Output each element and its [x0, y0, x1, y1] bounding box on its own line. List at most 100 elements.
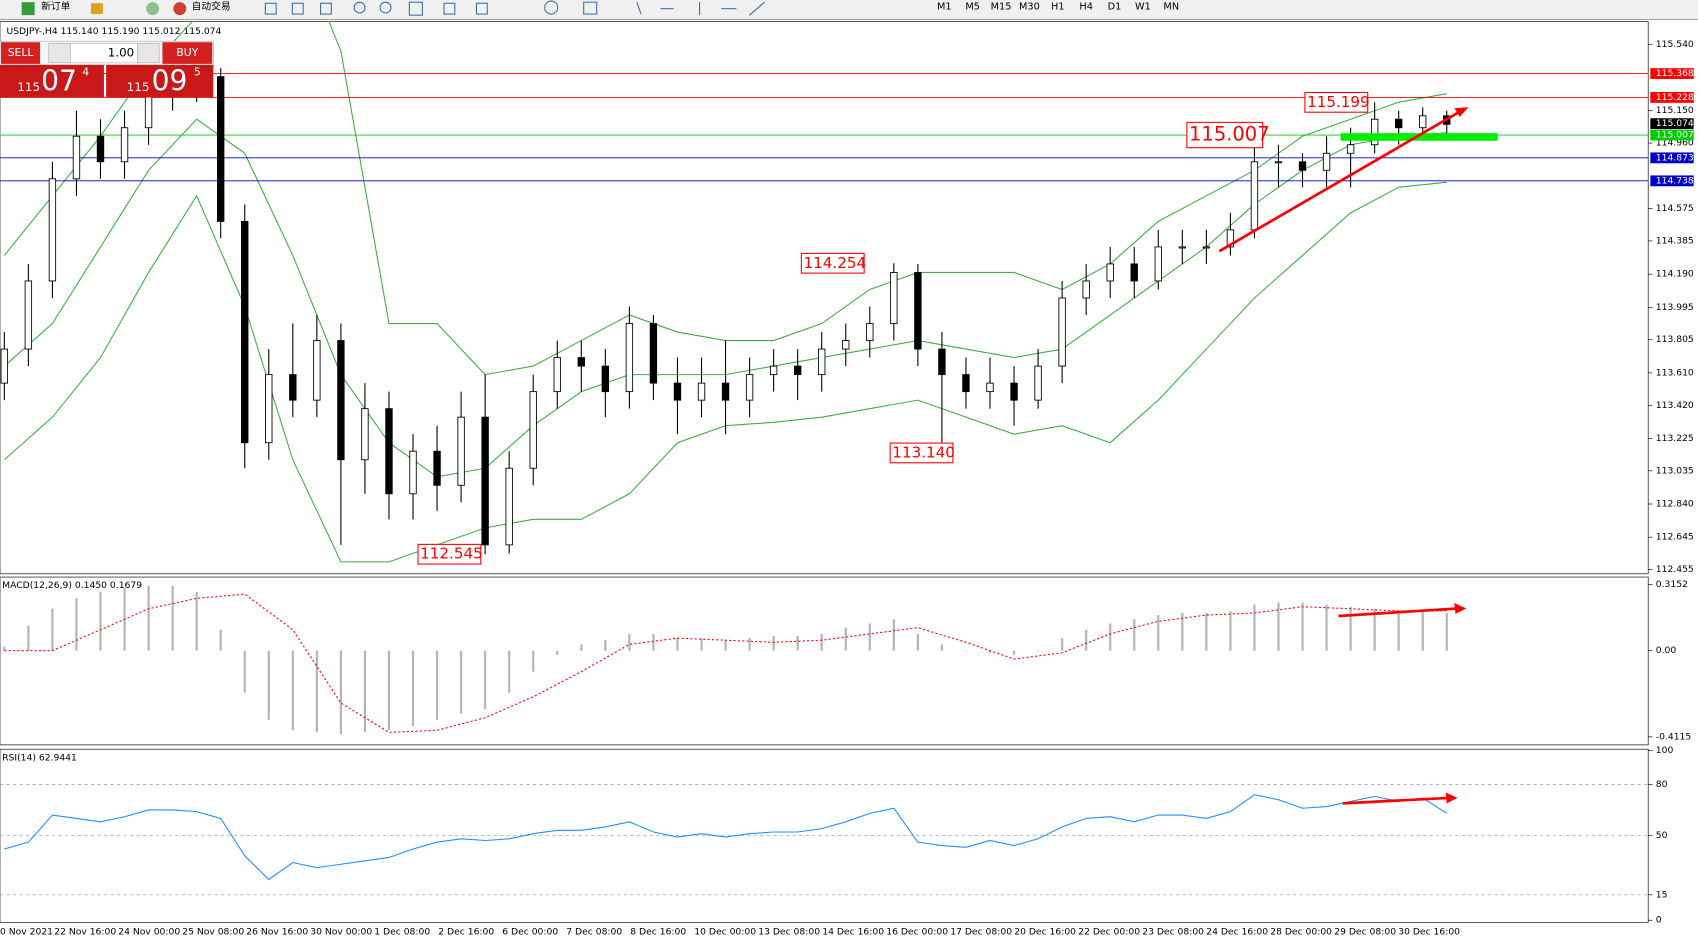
- candle-body: [577, 357, 585, 367]
- macd-bar: [99, 592, 102, 651]
- price-tag-label: 114.873: [1656, 152, 1694, 163]
- candle-body: [866, 323, 874, 341]
- timeframe-button[interactable]: D1: [1108, 1, 1122, 12]
- candle-body: [1154, 246, 1162, 282]
- x-tick-label: 7 Dec 08:00: [566, 927, 622, 938]
- timeframe-button[interactable]: M1: [937, 1, 952, 12]
- candle-body: [120, 127, 129, 163]
- annotation-label: 114.254: [804, 254, 867, 272]
- auto-trading-icon[interactable]: [173, 2, 187, 16]
- y-tick-label: 100: [1656, 745, 1674, 756]
- candle-body: [962, 374, 970, 393]
- tool-icon[interactable]: [443, 2, 456, 15]
- macd-bar: [1036, 650, 1040, 652]
- buy-price-small: 5: [194, 66, 201, 79]
- y-tick-label: 0: [1656, 915, 1662, 926]
- candle-body: [818, 348, 826, 376]
- volume-down[interactable]: [48, 43, 71, 64]
- sell-button[interactable]: [1, 42, 41, 64]
- annotation-box: [417, 543, 482, 565]
- y-tick-label: 114.960: [1656, 138, 1694, 149]
- zoom-out[interactable]: [379, 1, 392, 14]
- cursor-icon[interactable]: [636, 1, 642, 15]
- toolbar-icon[interactable]: [146, 2, 160, 16]
- timeframe-button[interactable]: M5: [965, 1, 980, 12]
- new-order-icon[interactable]: [21, 2, 35, 16]
- y-tick-label: 50: [1656, 830, 1668, 841]
- macd-bar: [1349, 606, 1352, 651]
- macd-bar: [1277, 602, 1280, 651]
- candle-body: [1419, 115, 1427, 129]
- buy-label[interactable]: BUY: [176, 46, 198, 59]
- candle-body: [433, 450, 441, 486]
- sell-label[interactable]: SELL: [8, 46, 34, 59]
- macd-bar: [1229, 610, 1232, 651]
- y-tick-label: 114.575: [1656, 203, 1694, 214]
- toolbar-icon[interactable]: [90, 3, 103, 15]
- period-icon[interactable]: [544, 0, 559, 15]
- y-tick-label: 112.840: [1656, 499, 1694, 510]
- timeframe-button[interactable]: MN: [1163, 1, 1179, 12]
- timeframe-button[interactable]: M15: [991, 1, 1012, 12]
- volume[interactable]: 1.00: [108, 46, 135, 60]
- trend-icon[interactable]: [749, 1, 765, 16]
- candle-body: [1298, 161, 1307, 171]
- timeframe-button[interactable]: M30: [1019, 1, 1040, 12]
- y-tick-label: 115.150: [1656, 105, 1694, 116]
- macd-bar: [628, 633, 631, 651]
- auto-trading-button[interactable]: 自动交易: [192, 0, 231, 12]
- candle-body: [72, 135, 81, 180]
- zoom-in[interactable]: [353, 1, 366, 14]
- volume-up[interactable]: [137, 43, 160, 64]
- indicator-title: MACD(12,26,9) 0.1450 0.1679: [2, 580, 142, 591]
- candle-body: [313, 340, 321, 401]
- y-tick-label: 0.3152: [1656, 579, 1688, 590]
- x-tick-label: 14 Dec 16:00: [822, 927, 884, 938]
- timeframe-button[interactable]: H4: [1079, 1, 1093, 12]
- buy-price-box[interactable]: [106, 64, 214, 98]
- tool-icon[interactable]: [319, 2, 332, 15]
- timeframe-button[interactable]: W1: [1135, 1, 1151, 12]
- new-order-button[interactable]: 新订单: [41, 0, 70, 12]
- x-tick-label: 2 Dec 16:00: [438, 927, 494, 938]
- macd-bar: [315, 650, 318, 733]
- x-tick-label: 25 Nov 08:00: [182, 927, 244, 938]
- arrow-head: [1445, 792, 1458, 804]
- candle-body: [1322, 152, 1331, 171]
- candle-body: [96, 135, 105, 163]
- rsi-line: [4, 794, 1448, 881]
- tool-icon[interactable]: [408, 1, 423, 16]
- macd-bar: [484, 650, 487, 710]
- candle-body: [1010, 382, 1018, 401]
- drawings: [1218, 107, 1498, 805]
- annotation-label: 115.007: [1189, 123, 1270, 146]
- x-tick-label: 16 Dec 00:00: [886, 927, 948, 938]
- annotation-box: [800, 252, 865, 274]
- tool-icon[interactable]: [291, 2, 304, 15]
- candle-body: [721, 382, 730, 401]
- price-tag-label: 115.228: [1656, 92, 1694, 103]
- sell-price-box[interactable]: [0, 64, 104, 98]
- candle-body: [986, 382, 994, 393]
- macd-bar: [700, 638, 703, 651]
- macd-bar: [724, 640, 727, 651]
- buy-button[interactable]: [162, 42, 213, 64]
- tool-icon[interactable]: [475, 2, 488, 15]
- candle-body: [529, 391, 537, 469]
- price-tag: [1650, 92, 1694, 103]
- timeframe-button[interactable]: H1: [1051, 1, 1065, 12]
- candle-body: [457, 416, 465, 486]
- tool-icon[interactable]: [264, 2, 277, 15]
- candle-body: [938, 348, 946, 376]
- candle-body: [361, 408, 369, 461]
- annotation-label: 112.545: [420, 545, 483, 563]
- current-price-label: 115.074: [1656, 118, 1694, 129]
- macd-bar: [652, 633, 655, 651]
- y-tick-label: 113.420: [1656, 400, 1694, 411]
- price-tag: [1650, 68, 1694, 79]
- plot: [0, 21, 1649, 563]
- template-icon[interactable]: [583, 1, 598, 15]
- candle-body: [673, 382, 682, 401]
